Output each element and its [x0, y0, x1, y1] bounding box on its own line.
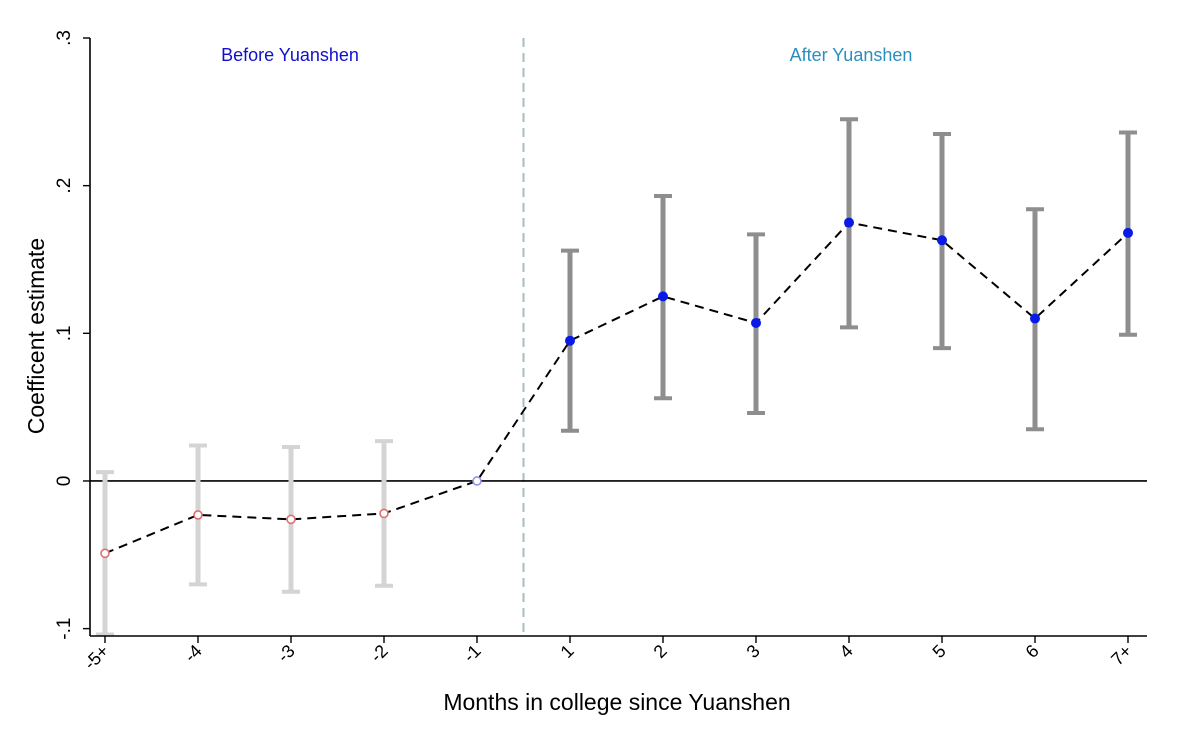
point--4	[193, 510, 203, 520]
point--1	[472, 476, 482, 486]
connector-line-group	[104, 221, 1129, 555]
x-axis-label: Months in college since Yuanshen	[443, 689, 790, 715]
point-estimate-group	[100, 217, 1133, 559]
y-axis-label: Coefficent estimate	[23, 238, 49, 434]
point-2	[658, 291, 668, 302]
point--5+	[100, 548, 110, 559]
point--2	[379, 508, 389, 519]
y-tick-label-.2: .2	[54, 178, 75, 194]
point-1	[565, 335, 575, 346]
point-6	[1030, 313, 1040, 324]
point--3	[286, 514, 296, 525]
point-3	[751, 317, 761, 328]
y-tick-label--.1: -.1	[54, 618, 75, 640]
point-5	[937, 235, 947, 246]
axes-group	[89, 38, 1147, 637]
annotation-group: Before Yuanshen After Yuanshen	[221, 45, 912, 65]
point-7+	[1123, 227, 1133, 238]
annotation-before: Before Yuanshen	[221, 45, 359, 65]
annotation-after: After Yuanshen	[790, 45, 913, 65]
y-tick-label-.3: .3	[54, 30, 75, 46]
y-tick-group: -.1 0 .1 .2 .3	[54, 30, 90, 640]
y-tick-label-0: 0	[54, 476, 75, 487]
estimate-connector-line	[104, 221, 1129, 555]
point-4	[844, 217, 854, 228]
y-tick-label-.1: .1	[54, 325, 75, 341]
